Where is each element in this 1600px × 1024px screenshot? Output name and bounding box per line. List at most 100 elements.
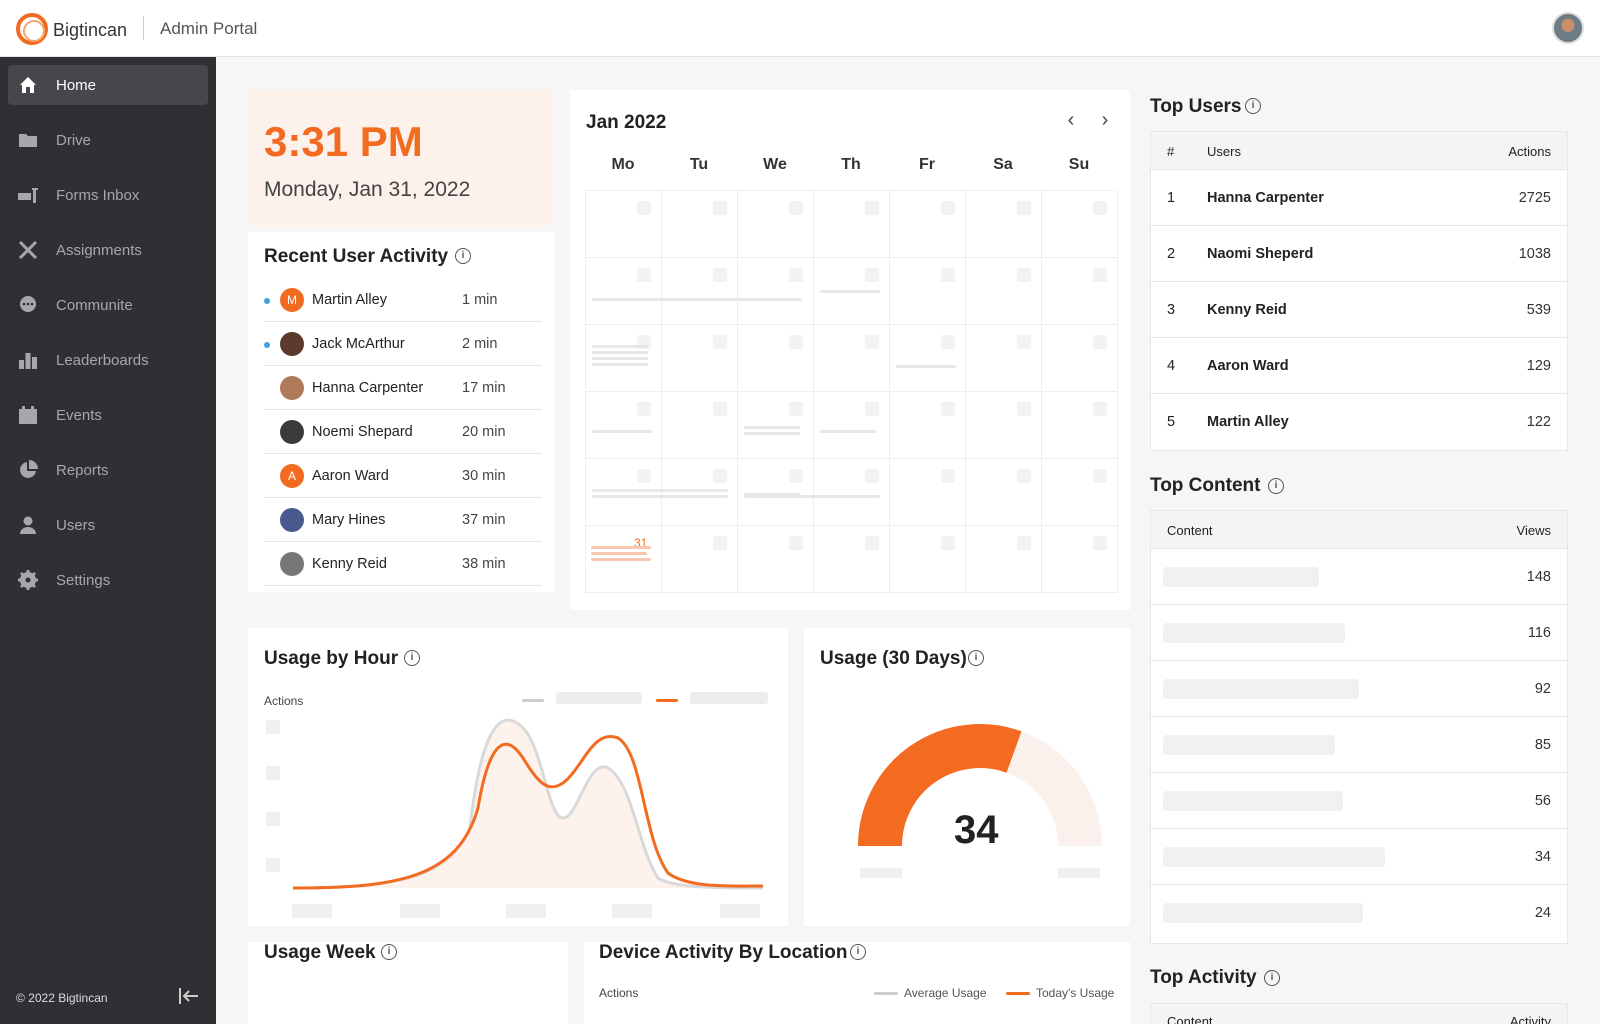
table-row[interactable]: 24 (1151, 885, 1567, 941)
sidebar-item-assignments[interactable]: Assignments (8, 230, 208, 270)
brand-name[interactable]: Bigtincan (53, 20, 128, 40)
calendar-day-cell[interactable] (890, 459, 966, 526)
table-row[interactable]: 116 (1151, 605, 1567, 661)
calendar-day-cell[interactable] (966, 191, 1042, 258)
sidebar-item-users[interactable]: Users (8, 505, 208, 545)
info-icon[interactable]: i (381, 944, 397, 960)
sidebar-item-drive[interactable]: Drive (8, 120, 208, 160)
calendar-event-bar[interactable] (592, 351, 648, 354)
table-row[interactable]: 1 Hanna Carpenter 2725 (1151, 170, 1567, 226)
calendar-event-bar[interactable] (592, 495, 728, 498)
calendar-event-bar[interactable] (592, 489, 728, 492)
activity-row[interactable]: Kenny Reid 38 min (264, 542, 542, 586)
calendar-day-cell[interactable] (890, 191, 966, 258)
calendar-day-cell[interactable] (738, 459, 814, 526)
info-icon[interactable]: i (1264, 970, 1280, 986)
calendar-event-bar[interactable] (744, 426, 800, 429)
table-row[interactable]: 3 Kenny Reid 539 (1151, 282, 1567, 338)
calendar-day-cell[interactable] (814, 191, 890, 258)
table-row[interactable]: 85 (1151, 717, 1567, 773)
info-icon[interactable]: i (968, 650, 984, 666)
calendar-day-cell[interactable] (738, 325, 814, 392)
calendar-day-cell[interactable] (738, 392, 814, 459)
activity-row[interactable]: Jack McArthur 2 min (264, 322, 542, 366)
calendar-day-cell[interactable] (966, 325, 1042, 392)
calendar-event-bar[interactable] (744, 493, 800, 496)
sidebar-item-settings[interactable]: Settings (8, 560, 208, 600)
calendar-day-cell[interactable] (738, 191, 814, 258)
info-icon[interactable]: i (850, 944, 866, 960)
calendar-day-cell[interactable] (1042, 258, 1118, 325)
calendar-day-cell[interactable] (890, 392, 966, 459)
calendar-day-cell[interactable] (662, 191, 738, 258)
calendar-day-cell[interactable] (586, 191, 662, 258)
calendar-event-bar[interactable] (591, 546, 651, 549)
calendar-event-bar[interactable] (820, 290, 880, 293)
chevron-left-icon[interactable]: ‹ (1067, 109, 1075, 131)
calendar-day-cell[interactable] (738, 526, 814, 593)
calendar-day-cell[interactable] (1042, 459, 1118, 526)
calendar-event-bar[interactable] (592, 298, 802, 301)
sidebar-item-forms-inbox[interactable]: Forms Inbox (8, 175, 208, 215)
activity-row[interactable]: Noemi Shepard 20 min (264, 410, 542, 454)
activity-row[interactable]: M Martin Alley 1 min (264, 278, 542, 322)
activity-row[interactable]: Hanna Carpenter 17 min (264, 366, 542, 410)
calendar-day-cell[interactable] (1042, 526, 1118, 593)
sidebar-item-leaderboards[interactable]: Leaderboards (8, 340, 208, 380)
calendar-day-cell[interactable] (966, 526, 1042, 593)
calendar-event-bar[interactable] (896, 365, 956, 368)
table-row[interactable]: 4 Aaron Ward 129 (1151, 338, 1567, 394)
sidebar-item-home[interactable]: Home (8, 65, 208, 105)
calendar-event-bar[interactable] (592, 430, 652, 433)
calendar-day-cell[interactable] (966, 258, 1042, 325)
info-icon[interactable]: i (404, 650, 420, 666)
activity-row[interactable]: Mary Hines 37 min (264, 498, 542, 542)
table-row[interactable]: 5 Martin Alley 122 (1151, 394, 1567, 450)
calendar-day-cell[interactable] (1042, 325, 1118, 392)
collapse-sidebar-icon[interactable] (178, 986, 200, 1006)
calendar-day-cell[interactable] (814, 392, 890, 459)
calendar-event-bar[interactable] (820, 430, 876, 433)
calendar-day-cell[interactable] (586, 258, 662, 325)
calendar-day-cell[interactable] (662, 392, 738, 459)
table-row[interactable]: 2 Naomi Sheperd 1038 (1151, 226, 1567, 282)
calendar-event-bar[interactable] (591, 552, 647, 555)
calendar-day-cell[interactable] (1042, 191, 1118, 258)
calendar-day-cell[interactable] (814, 325, 890, 392)
table-row[interactable]: 148 (1151, 549, 1567, 605)
info-icon[interactable]: i (1268, 478, 1284, 494)
calendar-day-cell[interactable] (890, 325, 966, 392)
calendar-day-cell[interactable] (662, 325, 738, 392)
calendar-day-cell[interactable]: 31 (586, 526, 662, 593)
calendar-day-cell[interactable] (662, 526, 738, 593)
calendar-day-cell[interactable] (966, 392, 1042, 459)
calendar-day-cell[interactable] (890, 526, 966, 593)
calendar-event-bar[interactable] (592, 345, 648, 348)
calendar-day-cell[interactable] (1042, 392, 1118, 459)
calendar-day-cell[interactable] (586, 459, 662, 526)
calendar-day-cell[interactable] (814, 459, 890, 526)
calendar-day-cell[interactable] (966, 459, 1042, 526)
calendar-event-bar[interactable] (592, 357, 648, 360)
calendar-event-bar[interactable] (744, 495, 880, 498)
calendar-event-bar[interactable] (591, 558, 651, 561)
calendar-day-cell[interactable] (890, 258, 966, 325)
sidebar-item-communite[interactable]: Communite (8, 285, 208, 325)
table-row[interactable]: 56 (1151, 773, 1567, 829)
calendar-event-bar[interactable] (592, 363, 648, 366)
calendar-day-cell[interactable] (662, 459, 738, 526)
bigtincan-logo-icon[interactable] (16, 13, 48, 45)
calendar-day-cell[interactable] (662, 258, 738, 325)
info-icon[interactable]: i (455, 248, 471, 264)
calendar-day-cell[interactable] (738, 258, 814, 325)
user-avatar-button[interactable] (1552, 12, 1584, 44)
sidebar-item-reports[interactable]: Reports (8, 450, 208, 490)
calendar-event-bar[interactable] (744, 432, 800, 435)
calendar-day-cell[interactable] (814, 258, 890, 325)
sidebar-item-events[interactable]: Events (8, 395, 208, 435)
activity-row[interactable]: A Aaron Ward 30 min (264, 454, 542, 498)
calendar-day-cell[interactable] (586, 392, 662, 459)
table-row[interactable]: 34 (1151, 829, 1567, 885)
calendar-day-cell[interactable] (814, 526, 890, 593)
table-row[interactable]: 92 (1151, 661, 1567, 717)
